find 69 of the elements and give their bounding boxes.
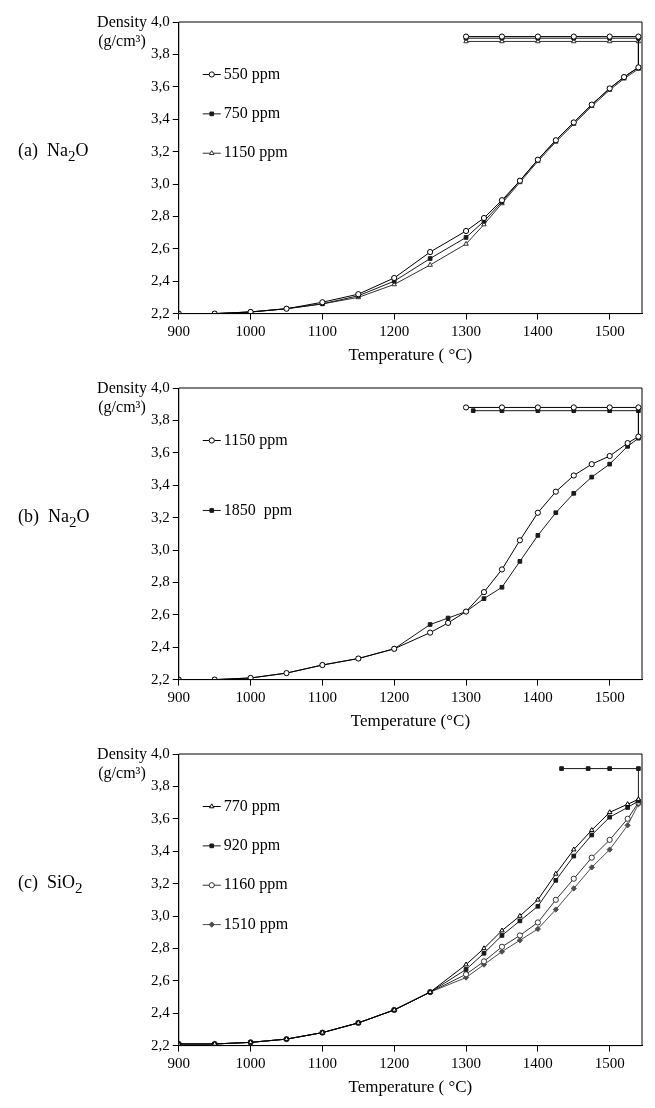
x-tick-label: 1500 bbox=[594, 322, 625, 339]
y-tick-label: 3,0 bbox=[151, 906, 170, 923]
x-tick-label: 1500 bbox=[594, 1054, 625, 1071]
x-tick-label: 1000 bbox=[235, 322, 266, 339]
y-tick-label: 2,6 bbox=[151, 239, 171, 256]
x-tick-label: 1100 bbox=[307, 322, 338, 339]
y-tick-label: 4,0 bbox=[151, 378, 170, 395]
y-axis-title: Density (g/cm³) bbox=[97, 379, 147, 415]
y-tick-label: 4,0 bbox=[151, 744, 170, 761]
y-tick-label: 3,6 bbox=[151, 77, 171, 94]
x-tick-label: 1100 bbox=[307, 688, 338, 705]
y-tick-label: 2,2 bbox=[151, 1036, 170, 1053]
x-axis-title: Temperature ( °C) bbox=[348, 345, 473, 365]
y-tick-label: 3,2 bbox=[151, 508, 170, 525]
x-tick-label: 900 bbox=[167, 688, 190, 705]
y-tick-label: 3,2 bbox=[151, 874, 170, 891]
x-tick-label: 900 bbox=[167, 322, 190, 339]
y-tick-label: 2,4 bbox=[151, 638, 171, 655]
y-tick-label: 2,2 bbox=[151, 304, 170, 321]
x-tick-label: 1100 bbox=[307, 1054, 338, 1071]
y-tick-label: 2,4 bbox=[151, 272, 171, 289]
y-tick-label: 2,6 bbox=[151, 605, 171, 622]
legend-label: 550 ppm bbox=[223, 64, 281, 83]
y-axis-title: Density (g/cm³) bbox=[97, 745, 147, 781]
x-tick-label: 1300 bbox=[451, 1054, 482, 1071]
y-tick-label: 3,4 bbox=[151, 476, 171, 493]
y-tick-label: 2,6 bbox=[151, 971, 171, 988]
y-tick-label: 3,6 bbox=[151, 443, 171, 460]
legend-label: 770 ppm bbox=[223, 796, 281, 815]
y-tick-label: 2,4 bbox=[151, 1004, 171, 1021]
x-tick-label: 1200 bbox=[379, 1054, 410, 1071]
x-tick-label: 1200 bbox=[379, 688, 410, 705]
y-tick-label: 3,4 bbox=[151, 842, 171, 859]
legend-label: 750 ppm bbox=[223, 104, 281, 123]
y-tick-label: 3,8 bbox=[151, 777, 170, 794]
y-tick-label: 2,8 bbox=[151, 573, 170, 590]
y-tick-label: 2,8 bbox=[151, 939, 170, 956]
x-tick-label: 1500 bbox=[594, 688, 625, 705]
x-tick-label: 1300 bbox=[451, 688, 482, 705]
legend-label: 1160 ppm bbox=[223, 875, 289, 894]
y-tick-label: 4,0 bbox=[151, 12, 170, 29]
x-axis-title: Temperature (°C) bbox=[350, 711, 471, 731]
y-tick-label: 3,6 bbox=[151, 809, 171, 826]
legend-label: 1510 ppm bbox=[223, 914, 289, 933]
y-tick-label: 3,4 bbox=[151, 110, 171, 127]
y-tick-label: 3,8 bbox=[151, 411, 170, 428]
text: (b) Na$_{2}$O bbox=[18, 506, 90, 531]
x-axis-title: Temperature ( °C) bbox=[348, 1077, 473, 1097]
y-tick-label: 2,8 bbox=[151, 207, 170, 224]
y-tick-label: 3,2 bbox=[151, 142, 170, 159]
x-tick-label: 1000 bbox=[235, 688, 266, 705]
x-tick-label: 900 bbox=[167, 1054, 190, 1071]
x-tick-label: 1300 bbox=[451, 322, 482, 339]
legend-label: 1150 ppm bbox=[223, 430, 289, 449]
x-tick-label: 1000 bbox=[235, 1054, 266, 1071]
x-tick-label: 1400 bbox=[522, 1054, 553, 1071]
y-tick-label: 3,8 bbox=[151, 45, 170, 62]
text: (a) Na$_{2}$O bbox=[18, 140, 89, 165]
legend-label: 1850 ppm bbox=[223, 500, 293, 519]
y-tick-label: 2,2 bbox=[151, 670, 170, 687]
legend-label: 920 ppm bbox=[223, 836, 281, 855]
text: (c) SiO$_{2}$ bbox=[18, 872, 83, 897]
x-tick-label: 1400 bbox=[522, 688, 553, 705]
y-tick-label: 3,0 bbox=[151, 174, 170, 191]
x-tick-label: 1200 bbox=[379, 322, 410, 339]
x-tick-label: 1400 bbox=[522, 322, 553, 339]
legend-label: 1150 ppm bbox=[223, 143, 289, 162]
y-tick-label: 3,0 bbox=[151, 540, 170, 557]
y-axis-title: Density (g/cm³) bbox=[97, 13, 147, 49]
